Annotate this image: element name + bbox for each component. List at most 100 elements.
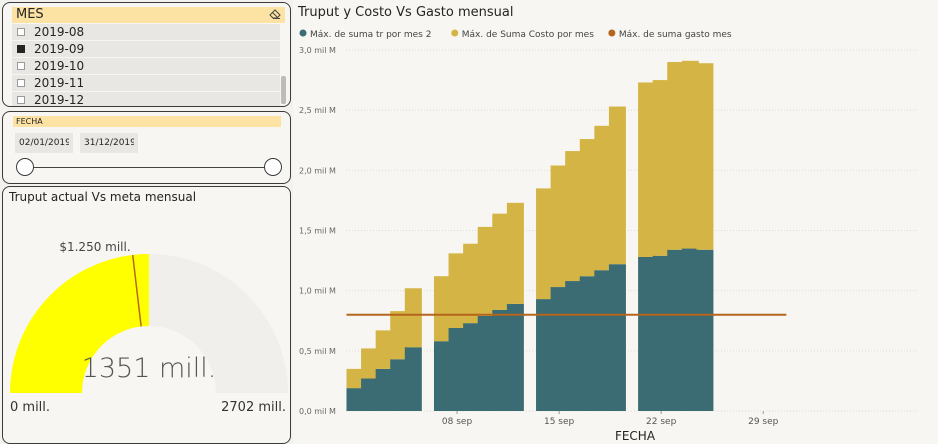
bar-truput (390, 359, 408, 411)
fecha-slicer-title: FECHA (16, 117, 43, 126)
mes-item-2019-08[interactable]: 2019-08 (12, 24, 280, 40)
gauge-max-label: 2702 mill. (221, 400, 286, 415)
bar-truput (506, 303, 524, 411)
x-tick-label: 15 sep (544, 417, 575, 427)
stacked-bar-chart: Truput y Costo Vs Gasto mensual Máx. de … (297, 5, 918, 443)
chart-x-axis-title: FECHA (615, 429, 656, 443)
gauge-chart: $1.250 mill. 1351 mill. 0 mill. 2702 mil… (10, 240, 288, 415)
mes-item-2019-12[interactable]: 2019-12 (12, 92, 280, 106)
legend-marker (608, 29, 616, 37)
bar-truput (667, 249, 685, 411)
end-date-input[interactable] (80, 133, 138, 153)
bar-truput (681, 248, 699, 411)
bar-costo (390, 311, 408, 360)
y-tick-label: 3,0 mil M (299, 46, 336, 55)
legend-label: Máx. de Suma Costo por mes (462, 30, 594, 40)
bar-costo (463, 243, 481, 324)
mes-item-label: 2019-08 (34, 25, 85, 39)
bar-truput (696, 249, 714, 411)
x-tick-label: 29 sep (748, 417, 779, 427)
legend-marker (299, 29, 307, 37)
end-slider-handle[interactable] (264, 158, 282, 176)
checkbox-checked[interactable] (17, 45, 25, 53)
bar-truput (594, 270, 612, 411)
bar-costo (638, 82, 656, 257)
mes-slicer-title: MES (16, 7, 44, 22)
bar-costo (346, 368, 364, 389)
mes-slicer-header: MES (12, 7, 285, 23)
bar-costo (433, 276, 451, 342)
fecha-slicer: FECHA (2, 111, 291, 184)
gauge-visual: Truput actual Vs meta mensual $1.250 mil… (2, 186, 291, 444)
y-tick-label: 2,0 mil M (299, 166, 336, 175)
checkbox[interactable] (17, 96, 25, 104)
mes-item-2019-10[interactable]: 2019-10 (12, 58, 280, 74)
bar-truput (346, 388, 364, 411)
bar-costo (667, 62, 685, 250)
chart-bars (346, 60, 714, 411)
checkbox[interactable] (17, 79, 25, 87)
mes-item-2019-11[interactable]: 2019-11 (12, 75, 280, 91)
bar-truput (565, 281, 583, 411)
gauge-value-label: 1351 mill. (82, 353, 217, 384)
bar-costo (696, 63, 714, 250)
checkbox[interactable] (17, 62, 25, 70)
mes-item-label: 2019-11 (34, 76, 85, 90)
y-tick-label: 0,5 mil M (299, 347, 336, 356)
bar-costo (565, 151, 583, 282)
x-tick-label: 22 sep (646, 417, 677, 427)
gauge-target-marker (131, 254, 142, 327)
bar-costo (681, 60, 699, 249)
start-slider-handle[interactable] (16, 158, 34, 176)
y-tick-label: 2,5 mil M (299, 106, 336, 115)
bar-truput (463, 323, 481, 411)
bar-truput (536, 299, 554, 411)
bar-costo (536, 188, 554, 300)
bar-costo (550, 165, 568, 288)
eraser-icon[interactable] (269, 9, 281, 19)
bar-truput (375, 368, 393, 411)
bar-costo (448, 253, 466, 328)
bar-costo (375, 330, 393, 369)
bar-truput (404, 347, 422, 411)
bar-costo (477, 226, 495, 316)
bar-costo (506, 202, 524, 304)
fecha-slicer-header: FECHA (13, 116, 281, 127)
bar-truput (433, 341, 451, 411)
bar-costo (492, 213, 510, 310)
bar-truput (652, 255, 670, 411)
scrollbar-thumb[interactable] (281, 76, 286, 104)
gauge-target-label: $1.250 mill. (59, 240, 130, 254)
mes-item-2019-09[interactable]: 2019-09 (12, 41, 280, 57)
bar-costo (579, 139, 597, 277)
mes-item-label: 2019-09 (34, 42, 85, 56)
chart-legend: Máx. de suma tr por mes 2 Máx. de Suma Co… (299, 29, 732, 40)
bar-costo (652, 80, 670, 256)
bar-truput (550, 287, 568, 411)
y-tick-label: 1,0 mil M (299, 287, 336, 296)
bar-costo (608, 106, 626, 265)
bar-costo (361, 348, 379, 379)
y-tick-label: 1,5 mil M (299, 227, 336, 236)
chart-title: Truput y Costo Vs Gasto mensual (297, 5, 513, 20)
legend-label: Máx. de suma gasto mes (619, 30, 732, 40)
mes-item-label: 2019-10 (34, 59, 85, 73)
bar-truput (492, 309, 510, 411)
mes-slicer: MES 2019-08 2019-09 2019-10 2019-11 2019… (2, 2, 291, 107)
x-tick-label: 08 sep (442, 417, 473, 427)
bar-costo (404, 288, 422, 348)
bar-truput (638, 256, 656, 411)
legend-marker (451, 29, 459, 37)
bar-truput (579, 276, 597, 411)
chart-y-axis: 0,0 mil M 0,5 mil M 1,0 mil M 1,5 mil M 2,0 … (299, 46, 336, 416)
start-date-input[interactable] (15, 133, 73, 153)
bar-truput (608, 264, 626, 411)
checkbox[interactable] (17, 28, 25, 36)
bar-chart-visual: Truput y Costo Vs Gasto mensual Máx. de … (293, 0, 938, 444)
chart-gridlines (346, 49, 918, 412)
gauge-fill (10, 254, 149, 393)
bar-truput (361, 378, 379, 411)
bar-truput (477, 315, 495, 411)
legend-label: Máx. de suma tr por mes 2 (310, 30, 431, 40)
date-slider-track[interactable] (25, 167, 273, 168)
